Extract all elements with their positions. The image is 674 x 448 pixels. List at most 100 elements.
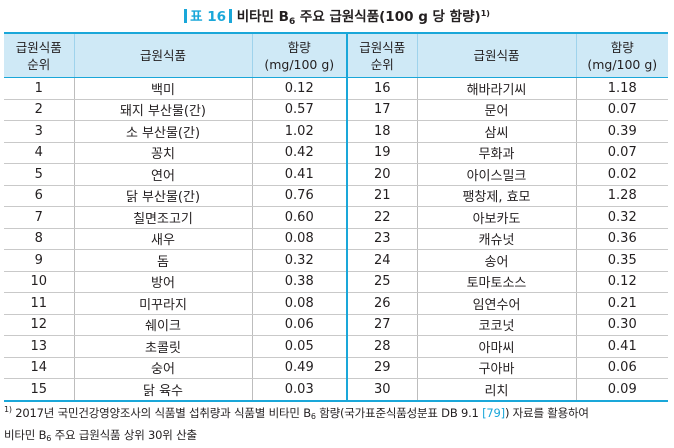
cell-food: 방어: [73, 271, 252, 293]
cell-food: 닭 육수: [73, 378, 252, 402]
table-row: 13 초콜릿 0.05 28 아마씨 0.41: [4, 335, 668, 358]
cell-rank: 4: [4, 142, 74, 164]
cell-food: 닭 부산물(간): [73, 185, 252, 207]
cell-rank: 20: [346, 163, 417, 186]
cell-rank: 19: [346, 142, 417, 164]
cell-amount: 0.32: [251, 249, 347, 272]
cell-amount: 0.38: [251, 271, 347, 293]
cell-rank: 8: [4, 228, 74, 250]
cell-amount: 0.09: [575, 378, 668, 402]
cell-amount: 0.60: [251, 206, 347, 229]
cell-amount: 0.32: [575, 206, 668, 229]
cell-rank: 16: [346, 77, 417, 100]
cell-rank: 28: [346, 335, 417, 358]
cell-rank: 26: [346, 292, 417, 315]
cell-food: 아마씨: [416, 335, 576, 358]
table-row: 8 새우 0.08 23 캐슈넛 0.36: [4, 228, 668, 250]
cell-rank: 21: [346, 185, 417, 207]
cell-amount: 0.08: [251, 292, 347, 315]
cell-rank: 12: [4, 314, 74, 336]
cell-rank: 11: [4, 292, 74, 315]
cell-rank: 10: [4, 271, 74, 293]
cell-amount: 0.76: [251, 185, 347, 207]
table-row: 1 백미 0.12 16 해바라기씨 1.18: [4, 77, 668, 100]
vitamin-b6-table: 급원식품 순위 급원식품 함량 (mg/100 g) 급원식품 순위 급원식품 함량(…: [4, 32, 668, 402]
cell-rank: 23: [346, 228, 417, 250]
title-text: 비타민 B6 주요 급원식품(100 g 당 함량)1): [236, 9, 490, 27]
cell-food: 돼지 부산물(간): [73, 99, 252, 121]
header-rank: 급원식품 순위: [346, 32, 417, 78]
table-row: 9 돔 0.32 24 송어 0.35: [4, 249, 668, 272]
header-amount: 함량 (mg/100 g): [251, 32, 347, 78]
cell-food: 토마토소스: [416, 271, 576, 293]
cell-amount: 0.03: [251, 378, 347, 402]
cell-food: 송어: [416, 249, 576, 272]
cell-amount: 0.21: [575, 292, 668, 315]
cell-amount: 0.39: [575, 120, 668, 143]
cell-rank: 18: [346, 120, 417, 143]
cell-food: 아보카도: [416, 206, 576, 229]
cell-food: 문어: [416, 99, 576, 121]
table-row: 12 쉐이크 0.06 27 코코넛 0.30: [4, 314, 668, 336]
cell-food: 해바라기씨: [416, 77, 576, 100]
cell-rank: 27: [346, 314, 417, 336]
cell-food: 구아바: [416, 357, 576, 379]
footnote: 1) 2017년 국민건강영양조사의 식품별 섭취량과 식품별 비타민 B6 함…: [4, 405, 589, 444]
cell-amount: 0.36: [575, 228, 668, 250]
cell-rank: 1: [4, 77, 74, 100]
header-food: 급원식품: [416, 32, 576, 78]
cell-amount: 0.07: [575, 99, 668, 121]
cell-food: 꽁치: [73, 142, 252, 164]
table-row: 10 방어 0.38 25 토마토소스 0.12: [4, 271, 668, 293]
table-row: 5 연어 0.41 20 아이스밀크 0.02: [4, 163, 668, 186]
cell-rank: 14: [4, 357, 74, 379]
cell-amount: 0.02: [575, 163, 668, 186]
cell-rank: 15: [4, 378, 74, 402]
title-bar-right: [229, 9, 232, 23]
cell-rank: 24: [346, 249, 417, 272]
cell-rank: 2: [4, 99, 74, 121]
cell-food: 삼씨: [416, 120, 576, 143]
cell-rank: 7: [4, 206, 74, 229]
cell-amount: 0.41: [251, 163, 347, 186]
footnote-mark: 1): [4, 405, 12, 414]
cell-amount: 1.28: [575, 185, 668, 207]
cell-rank: 30: [346, 378, 417, 402]
cell-amount: 0.35: [575, 249, 668, 272]
cell-food: 미꾸라지: [73, 292, 252, 315]
table-title: 표 16 비타민 B6 주요 급원식품(100 g 당 함량)1): [0, 5, 674, 27]
cell-rank: 29: [346, 357, 417, 379]
title-bar-left: [184, 9, 188, 23]
table-row: 14 숭어 0.49 29 구아바 0.06: [4, 357, 668, 379]
cell-amount: 0.12: [251, 77, 347, 100]
cell-amount: 0.12: [575, 271, 668, 293]
cell-food: 리치: [416, 378, 576, 402]
cell-rank: 13: [4, 335, 74, 358]
table-body: 1 백미 0.12 16 해바라기씨 1.18 2 돼지 부산물(간) 0.57 17 문어 0.07…: [4, 77, 668, 402]
table-row: 4 꽁치 0.42 19 무화과 0.07: [4, 142, 668, 164]
cell-food: 초콜릿: [73, 335, 252, 358]
cell-food: 칠면조고기: [73, 206, 252, 229]
cell-food: 소 부산물(간): [73, 120, 252, 143]
cell-rank: 9: [4, 249, 74, 272]
header-row: 급원식품 순위 급원식품 함량 (mg/100 g) 급원식품 순위 급원식품 함량(…: [4, 32, 668, 78]
cell-amount: 0.07: [575, 142, 668, 164]
cell-food: 숭어: [73, 357, 252, 379]
cell-amount: 0.05: [251, 335, 347, 358]
cell-food: 새우: [73, 228, 252, 250]
cell-amount: 0.06: [251, 314, 347, 336]
cell-amount: 0.08: [251, 228, 347, 250]
table-row: 7 칠면조고기 0.60 22 아보카도 0.32: [4, 206, 668, 229]
cell-food: 임연수어: [416, 292, 576, 315]
cell-food: 팽창제, 효모: [416, 185, 576, 207]
reference-link[interactable]: [79]: [482, 406, 505, 420]
cell-rank: 6: [4, 185, 74, 207]
cell-food: 돔: [73, 249, 252, 272]
cell-food: 캐슈넛: [416, 228, 576, 250]
cell-food: 백미: [73, 77, 252, 100]
table-row: 2 돼지 부산물(간) 0.57 17 문어 0.07: [4, 99, 668, 121]
header-amount: 함량 (mg/100 g): [575, 32, 668, 78]
cell-rank: 5: [4, 163, 74, 186]
